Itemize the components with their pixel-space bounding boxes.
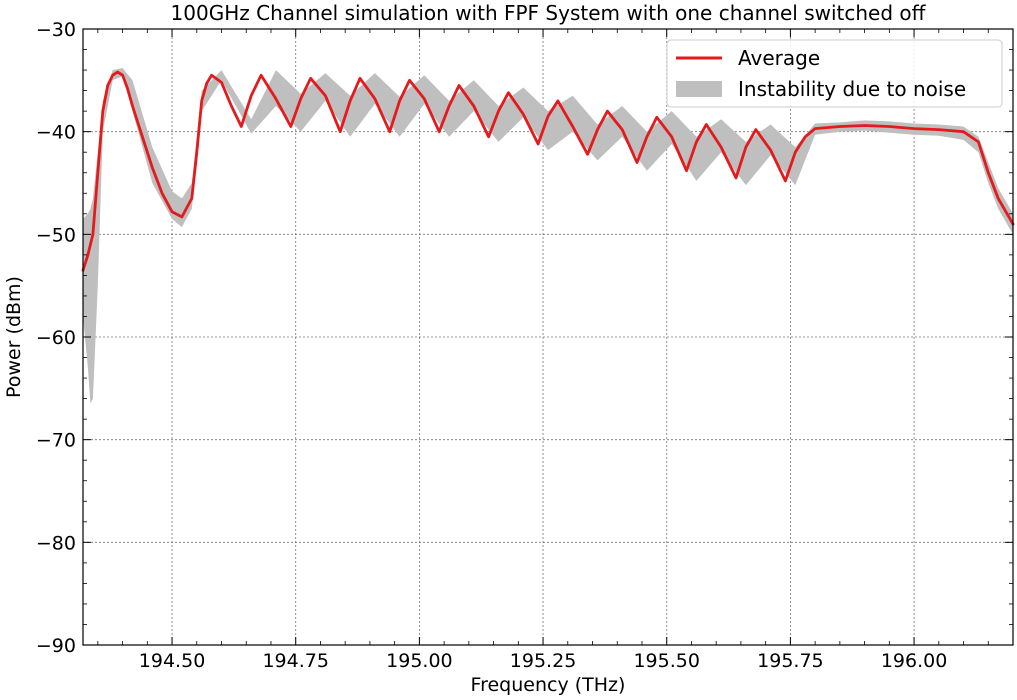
legend-average-label: Average: [738, 46, 820, 70]
x-tick-label: 194.50: [139, 650, 205, 672]
plot-frame: [82, 28, 1014, 646]
y-tick-label: −40: [36, 122, 76, 144]
noise-band: [83, 68, 1013, 404]
y-tick-label: −90: [36, 635, 76, 657]
y-tick-labels: −90 −80 −70 −60 −50 −40 −30: [36, 19, 76, 657]
legend: Average Instability due to noise: [666, 39, 1003, 108]
average-line: [81, 70, 1015, 272]
noise-band-layer: [83, 68, 1013, 404]
legend-noise-label: Instability due to noise: [738, 77, 966, 101]
average-line-layer: [81, 70, 1015, 272]
x-tick-label: 195.25: [510, 650, 576, 672]
legend-noise-swatch: [676, 81, 722, 97]
x-tick-labels: 194.50 194.75 195.00 195.25 195.50 195.75 196.…: [139, 650, 948, 672]
y-axis-label: Power (dBm): [3, 276, 25, 398]
x-tick-label: 195.75: [757, 650, 823, 672]
chart-title: 100GHz Channel simulation with FPF Syste…: [171, 1, 927, 25]
x-tick-label: 196.00: [881, 650, 947, 672]
y-tick-label: −80: [36, 532, 76, 554]
x-tick-label: 195.50: [633, 650, 699, 672]
y-tick-label: −60: [36, 327, 76, 349]
x-axis-label: Frequency (THz): [471, 674, 626, 696]
y-tick-label: −70: [36, 430, 76, 452]
y-tick-label: −50: [36, 224, 76, 246]
y-tick-label: −30: [36, 19, 76, 41]
x-tick-label: 195.00: [386, 650, 452, 672]
x-tick-label: 194.75: [262, 650, 328, 672]
legend-box: [666, 39, 1003, 108]
